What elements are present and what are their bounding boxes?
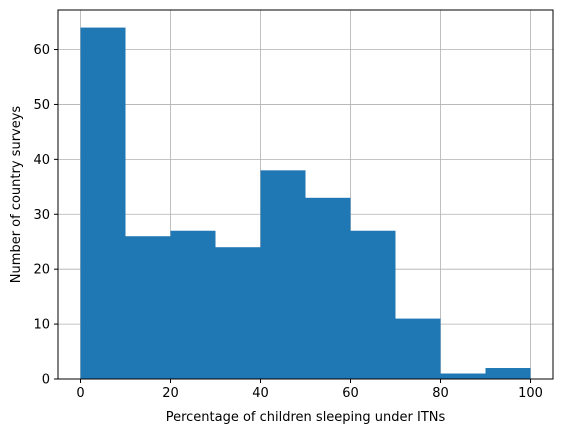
histogram-bar [125, 236, 171, 379]
plot-frame [57, 9, 554, 380]
bars-group [80, 27, 531, 379]
y-tick-label: 20 [33, 263, 50, 278]
y-tick-label: 60 [33, 43, 50, 58]
x-tick-label: 80 [432, 386, 449, 401]
x-axis-label: Percentage of children sleeping under IT… [166, 410, 446, 425]
histogram-bar [215, 247, 261, 379]
y-axis-label: Number of country surveys [9, 106, 24, 284]
y-tick-label: 0 [42, 373, 50, 388]
histogram-bar [260, 170, 306, 379]
x-axis-ticks: 0 20 40 60 80 100 [76, 379, 543, 401]
x-tick-label: 0 [76, 386, 84, 401]
histogram-bar [485, 368, 531, 379]
histogram-bar [440, 373, 486, 379]
y-tick-label: 50 [33, 98, 50, 113]
x-tick-label: 20 [162, 386, 179, 401]
x-tick-label: 60 [342, 386, 359, 401]
histogram-bar [395, 318, 441, 379]
y-axis-ticks: 0 10 20 30 40 50 60 [33, 43, 58, 388]
histogram-bar [170, 230, 216, 379]
y-tick-label: 10 [33, 318, 50, 333]
x-tick-label: 100 [518, 386, 543, 401]
histogram-bar [305, 197, 351, 379]
histogram-bar [350, 230, 396, 379]
x-tick-label: 40 [252, 386, 269, 401]
histogram-bar [80, 27, 126, 379]
y-tick-label: 40 [33, 153, 50, 168]
y-tick-label: 30 [33, 208, 50, 223]
